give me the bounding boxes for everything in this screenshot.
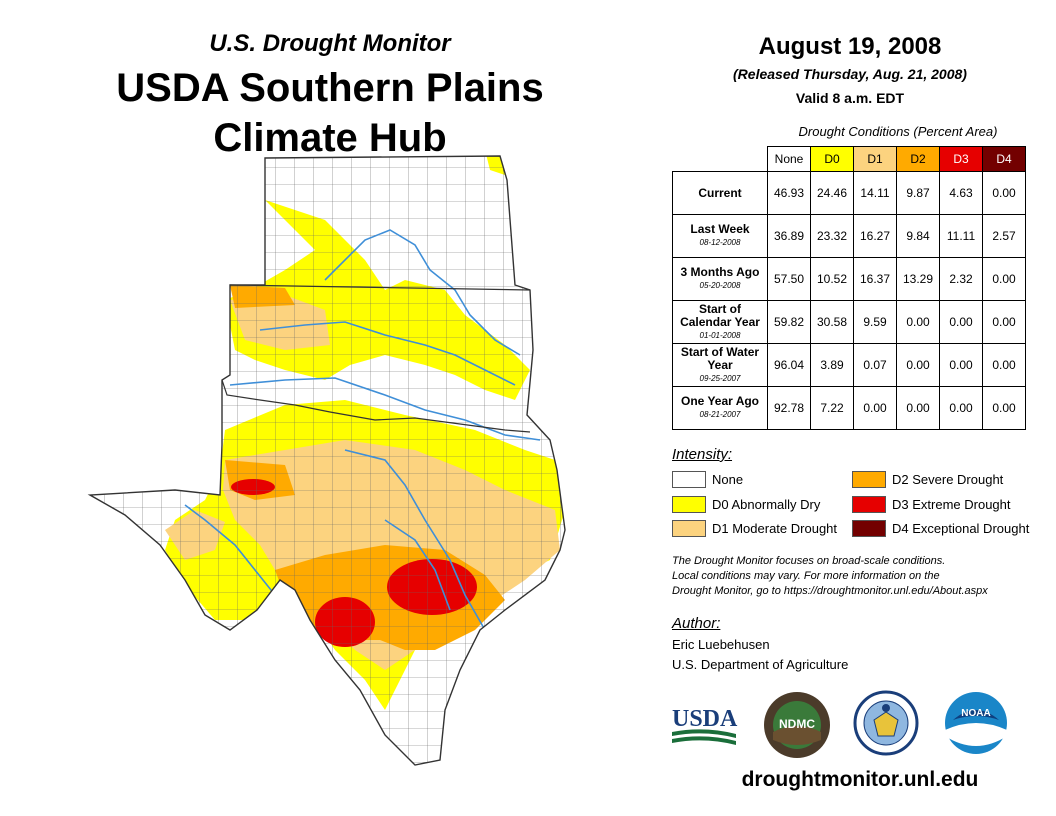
table-cell: 2.32 (939, 257, 983, 301)
map-title-line2: Climate Hub (213, 116, 447, 160)
map-subtitle: U.S. Drought Monitor (209, 30, 451, 57)
table-row: Current 46.93 24.46 14.11 9.87 4.63 0.00 (672, 171, 1026, 215)
table-cell: 14.11 (853, 171, 897, 215)
svg-text:NOAA: NOAA (961, 708, 990, 719)
intensity-label: Intensity: (672, 446, 733, 463)
legend-swatch (852, 471, 886, 488)
table-cell: 46.93 (767, 171, 811, 215)
legend-swatch (672, 471, 706, 488)
table-cell: 24.46 (810, 171, 854, 215)
table-cell: 9.59 (853, 300, 897, 344)
legend-swatch (672, 520, 706, 537)
table-cell: 11.11 (939, 214, 983, 258)
table-cell: 30.58 (810, 300, 854, 344)
table-row: One Year Ago 08-21-2007 92.78 7.22 0.00 0… (672, 386, 1026, 430)
legend-item-d3: D3 Extreme Drought (852, 496, 1011, 513)
report-date: August 19, 2008 (758, 33, 942, 60)
author-label: Author: (672, 615, 721, 632)
table-cell: 4.63 (939, 171, 983, 215)
col-header-d2: D2 (896, 146, 940, 172)
legend-item-d1: D1 Moderate Drought (672, 520, 837, 537)
conditions-table: None D0 D1 D2 D3 D4 Current 46.93 24.46 … (672, 146, 1026, 430)
commerce-seal-logo (853, 690, 919, 756)
table-cell: 10.52 (810, 257, 854, 301)
table-cell: 23.32 (810, 214, 854, 258)
table-cell: 96.04 (767, 343, 811, 387)
table-cell: 9.84 (896, 214, 940, 258)
row-label: Last Week 08-12-2008 (672, 214, 768, 258)
row-label: One Year Ago 08-21-2007 (672, 386, 768, 430)
table-cell: 13.29 (896, 257, 940, 301)
disclaimer-note: The Drought Monitor focuses on broad-sca… (672, 555, 988, 597)
legend-swatch (852, 496, 886, 513)
col-header-d0: D0 (810, 146, 854, 172)
legend-item-d2: D2 Severe Drought (852, 471, 1003, 488)
table-row: 3 Months Ago 05-20-2008 57.50 10.52 16.37… (672, 257, 1026, 301)
table-cell: 16.37 (853, 257, 897, 301)
svg-text:USDA: USDA (672, 706, 738, 732)
legend-swatch (852, 520, 886, 537)
table-cell: 16.27 (853, 214, 897, 258)
table-cell: 0.00 (982, 343, 1026, 387)
table-row: Start of Water Year 09-25-2007 96.04 3.89… (672, 343, 1026, 387)
county-grid (90, 156, 565, 765)
table-cell: 0.07 (853, 343, 897, 387)
author-name: Eric Luebehusen (672, 637, 770, 652)
table-cell: 0.00 (896, 386, 940, 430)
col-header-d3: D3 (939, 146, 983, 172)
ndmc-logo: NDMC (764, 692, 830, 758)
row-label: 3 Months Ago 05-20-2008 (672, 257, 768, 301)
table-cell: 7.22 (810, 386, 854, 430)
table-cell: 0.00 (896, 343, 940, 387)
legend-swatch (672, 496, 706, 513)
legend-item-d0: D0 Abnormally Dry (672, 496, 820, 513)
svg-text:NDMC: NDMC (779, 717, 815, 731)
footer-url[interactable]: droughtmonitor.unl.edu (741, 768, 979, 791)
table-cell: 57.50 (767, 257, 811, 301)
table-cell: 0.00 (853, 386, 897, 430)
row-label: Start of Water Year 09-25-2007 (672, 343, 768, 387)
author-org: U.S. Department of Agriculture (672, 657, 849, 672)
table-cell: 3.89 (810, 343, 854, 387)
release-date: (Released Thursday, Aug. 21, 2008) (733, 66, 967, 82)
table-cell: 0.00 (896, 300, 940, 344)
map-title-line1: USDA Southern Plains (116, 66, 544, 110)
usda-logo: USDA (672, 706, 738, 745)
col-header-d1: D1 (853, 146, 897, 172)
table-row: Last Week 08-12-2008 36.89 23.32 16.27 9.… (672, 214, 1026, 258)
table-cell: 92.78 (767, 386, 811, 430)
drought-map (89, 155, 566, 766)
row-label: Current (672, 171, 768, 215)
row-label: Start of Calendar Year 01-01-2008 (672, 300, 768, 344)
table-cell: 0.00 (939, 343, 983, 387)
table-cell: 36.89 (767, 214, 811, 258)
table-cell: 2.57 (982, 214, 1026, 258)
table-cell: 0.00 (939, 300, 983, 344)
state-borders (221, 284, 531, 433)
col-header-d4: D4 (982, 146, 1026, 172)
table-cell: 0.00 (939, 386, 983, 430)
valid-time: Valid 8 a.m. EDT (795, 90, 905, 106)
table-cell: 9.87 (896, 171, 940, 215)
col-header-none: None (767, 146, 811, 172)
noaa-logo: NOAA (945, 692, 1007, 754)
table-cell: 0.00 (982, 386, 1026, 430)
table-cell: 0.00 (982, 300, 1026, 344)
table-cell: 0.00 (982, 171, 1026, 215)
legend-item-d4: D4 Exceptional Drought (852, 520, 1029, 537)
conditions-caption: Drought Conditions (Percent Area) (798, 124, 998, 139)
table-cell: 59.82 (767, 300, 811, 344)
table-cell: 0.00 (982, 257, 1026, 301)
table-row: Start of Calendar Year 01-01-2008 59.82 3… (672, 300, 1026, 344)
legend-item-none: None (672, 471, 743, 488)
